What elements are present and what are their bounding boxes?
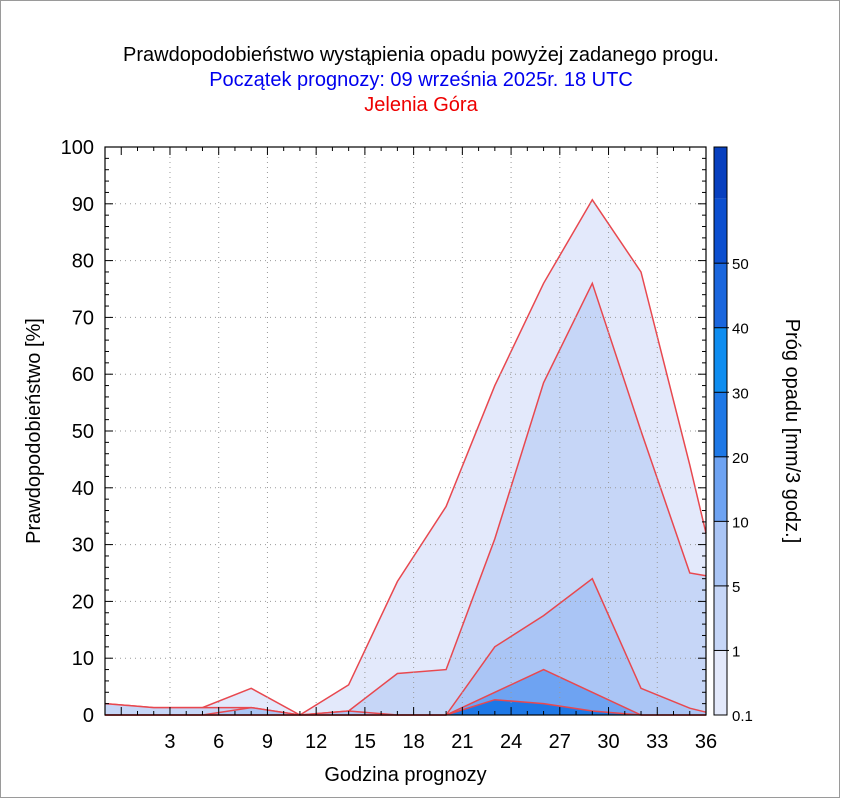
colorbar-segment	[714, 198, 727, 264]
probability-areas	[104, 198, 707, 716]
colorbar-tick-label: 40	[732, 321, 749, 338]
y-tick-label: 70	[72, 307, 94, 329]
x-axis-label: Godzina prognozy	[324, 764, 486, 786]
colorbar-segment	[714, 327, 727, 393]
y-tick-label: 10	[72, 648, 94, 670]
x-tick-labels: 3 6 9 12 15 18 21 24 27 30 33 36	[164, 731, 717, 753]
x-tick-label: 18	[402, 731, 424, 753]
x-tick-label: 24	[500, 731, 522, 753]
grid-lines	[105, 147, 706, 715]
area-threshold-20	[105, 699, 706, 715]
y-tick-label: 40	[72, 478, 94, 500]
colorbar-tick-label: 1	[732, 643, 740, 660]
y-tick-label: 80	[72, 251, 94, 273]
x-tick-label: 6	[213, 731, 224, 753]
colorbar-segment	[714, 585, 727, 651]
x-tick-label: 21	[451, 731, 473, 753]
colorbar-segment	[714, 650, 727, 715]
line-threshold-0.1	[104, 198, 707, 716]
y-tick-labels: 0 10 20 30 40 50 60 70 80 90 100	[61, 137, 94, 727]
chart-title: Prawdopodobieństwo wystąpienia opadu pow…	[123, 44, 719, 66]
y-tick-label: 20	[72, 591, 94, 613]
area-threshold-10	[105, 669, 706, 715]
y-tick-label: 30	[72, 535, 94, 557]
x-tick-label: 30	[597, 731, 619, 753]
x-tick-label: 27	[549, 731, 571, 753]
x-tick-label: 12	[305, 731, 327, 753]
colorbar	[713, 146, 729, 716]
colorbar-label: Próg opadu [mm/3 godz.]	[781, 319, 803, 544]
y-axis-label: Prawdopodobieństwo [%]	[23, 318, 45, 544]
y-tick-label: 90	[72, 194, 94, 216]
x-tick-label: 15	[354, 731, 376, 753]
y-tick-label: 50	[72, 421, 94, 443]
line-threshold-1	[104, 281, 707, 716]
colorbar-tick-label: 30	[732, 385, 749, 402]
colorbar-segment	[714, 263, 727, 328]
x-tick-label: 33	[646, 731, 668, 753]
colorbar-segment	[714, 147, 727, 199]
forecast-start-subtitle: Początek prognozy: 09 września 2025r. 18…	[209, 69, 633, 91]
colorbar-segment	[714, 456, 727, 522]
colorbar-labels: 0.1 1 5 10 20 30 40 50	[732, 256, 753, 725]
axis-ticks	[104, 146, 707, 716]
x-tick-label: 36	[695, 731, 717, 753]
y-tick-label: 60	[72, 364, 94, 386]
y-tick-label: 0	[83, 705, 94, 727]
plot-frame	[104, 146, 707, 716]
colorbar-tick-label: 0.1	[732, 708, 753, 725]
y-tick-label: 100	[61, 137, 94, 159]
colorbar-tick-label: 5	[732, 579, 740, 596]
colorbar-frame	[713, 146, 728, 716]
location-subtitle: Jelenia Góra	[364, 94, 478, 116]
colorbar-tick-label: 20	[732, 450, 749, 467]
colorbar-tick-label: 10	[732, 514, 749, 531]
x-tick-label: 3	[164, 731, 175, 753]
colorbar-tick-label: 50	[732, 256, 749, 273]
x-tick-label: 9	[262, 731, 273, 753]
colorbar-segment	[714, 521, 727, 586]
colorbar-segment	[714, 392, 727, 457]
